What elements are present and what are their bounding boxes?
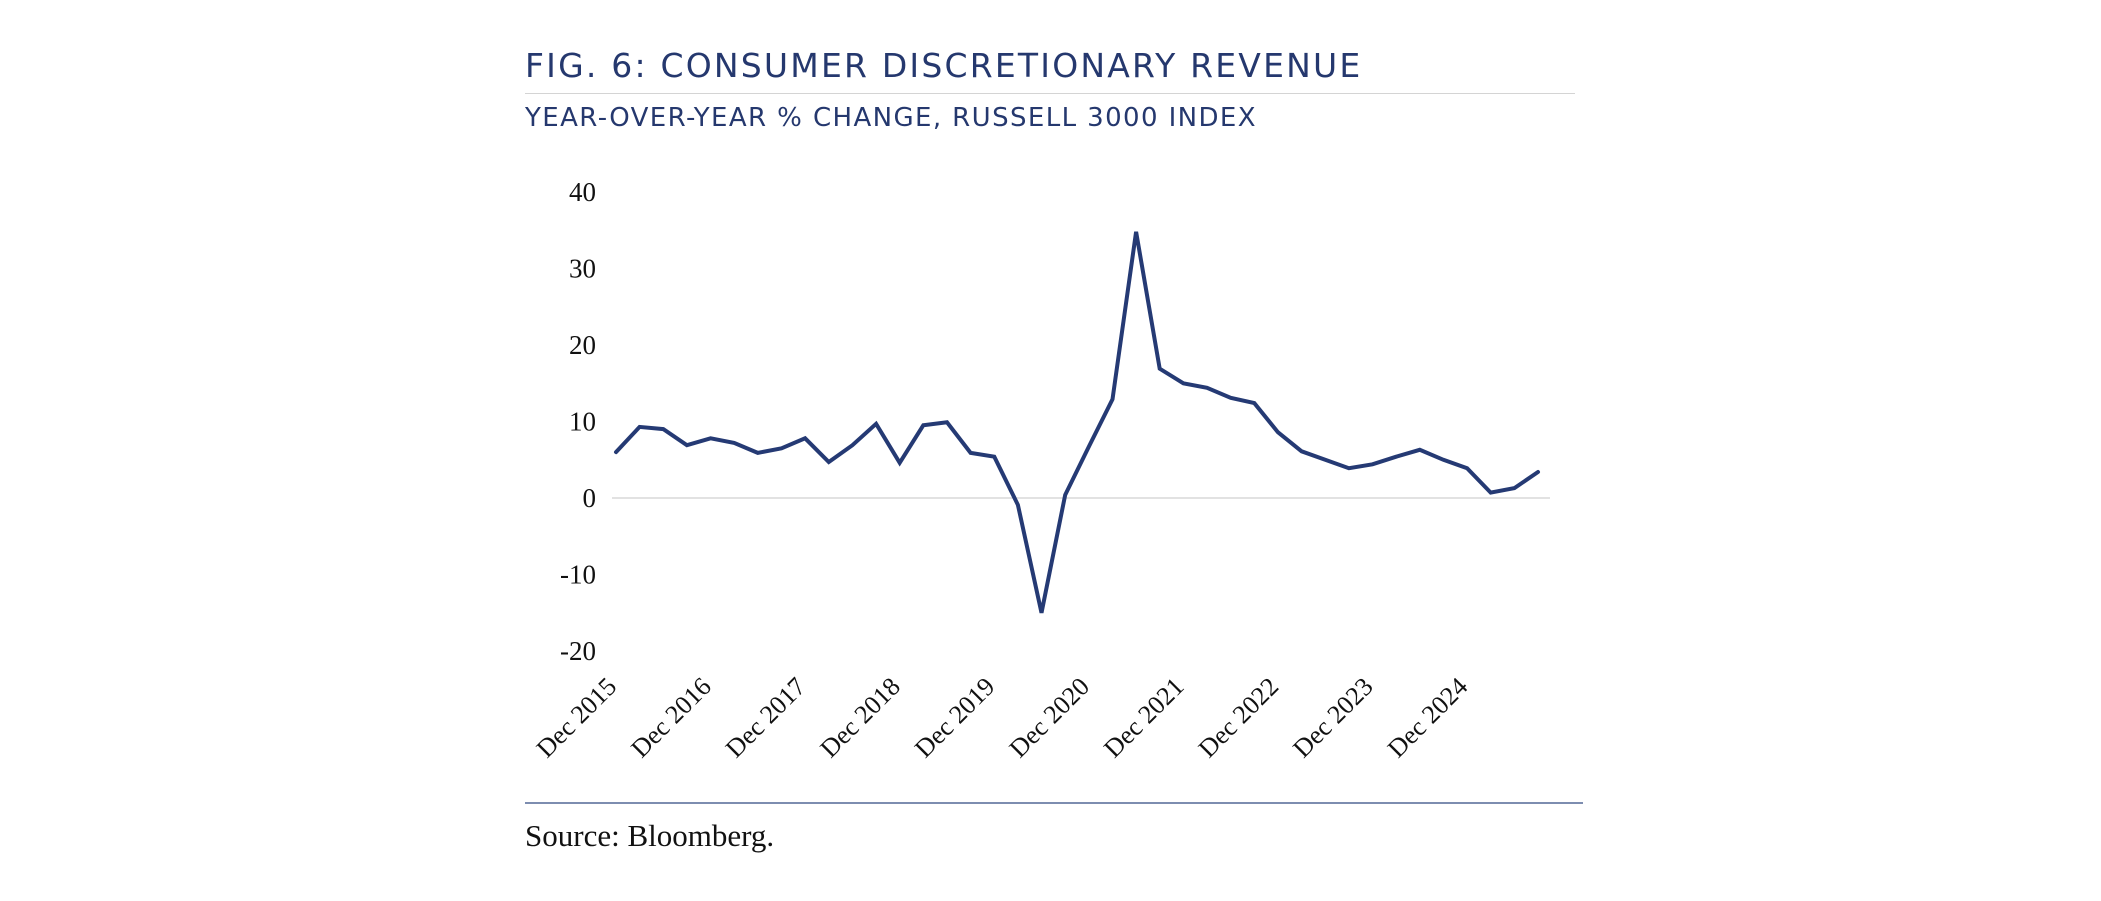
x-tick-label: Dec 2017	[720, 672, 811, 763]
y-tick-label: 20	[569, 330, 596, 360]
x-tick-label: Dec 2019	[909, 672, 1000, 763]
x-tick-label: Dec 2024	[1382, 672, 1473, 763]
chart-subtitle: YEAR-OVER-YEAR % CHANGE, RUSSELL 3000 IN…	[525, 103, 1257, 133]
footer-divider	[525, 802, 1583, 804]
y-tick-label: 30	[569, 254, 596, 284]
x-tick-label: Dec 2023	[1287, 672, 1378, 763]
x-tick-label: Dec 2016	[625, 672, 716, 763]
y-tick-label: 40	[569, 177, 596, 207]
y-axis: 40 30 20 10 0 -10 -20	[560, 177, 596, 666]
title-divider	[525, 93, 1575, 94]
series-line	[614, 231, 1540, 614]
source-note: Source: Bloomberg.	[525, 818, 775, 853]
x-tick-label: Dec 2021	[1098, 672, 1189, 763]
x-tick-label: Dec 2018	[814, 672, 905, 763]
x-tick-label: Dec 2020	[1004, 672, 1095, 763]
x-tick-label: Dec 2015	[531, 672, 622, 763]
y-tick-label: -20	[560, 636, 596, 666]
y-tick-label: 0	[583, 483, 597, 513]
series-group	[614, 231, 1540, 614]
y-tick-label: -10	[560, 560, 596, 590]
chart-title: FIG. 6: CONSUMER DISCRETIONARY REVENUE	[525, 46, 1363, 85]
x-axis: Dec 2015 Dec 2016 Dec 2017 Dec 2018 Dec 2019…	[531, 672, 1474, 763]
y-tick-label: 10	[569, 407, 596, 437]
x-tick-label: Dec 2022	[1193, 672, 1284, 763]
